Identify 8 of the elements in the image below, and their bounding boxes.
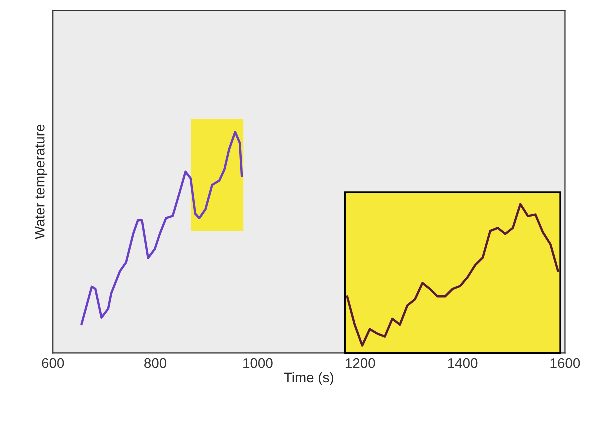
x-tick-label: 800: [144, 358, 167, 368]
x-tick-label: 1600: [550, 358, 580, 368]
y-axis-title: Water temperature: [35, 124, 48, 240]
x-tick-label: 600: [42, 358, 64, 368]
x-tick-label: 1000: [244, 358, 273, 368]
x-tick-label: 1200: [346, 358, 376, 368]
x-axis-title: Time (s): [284, 372, 334, 386]
x-tick-label: 1400: [448, 358, 478, 368]
